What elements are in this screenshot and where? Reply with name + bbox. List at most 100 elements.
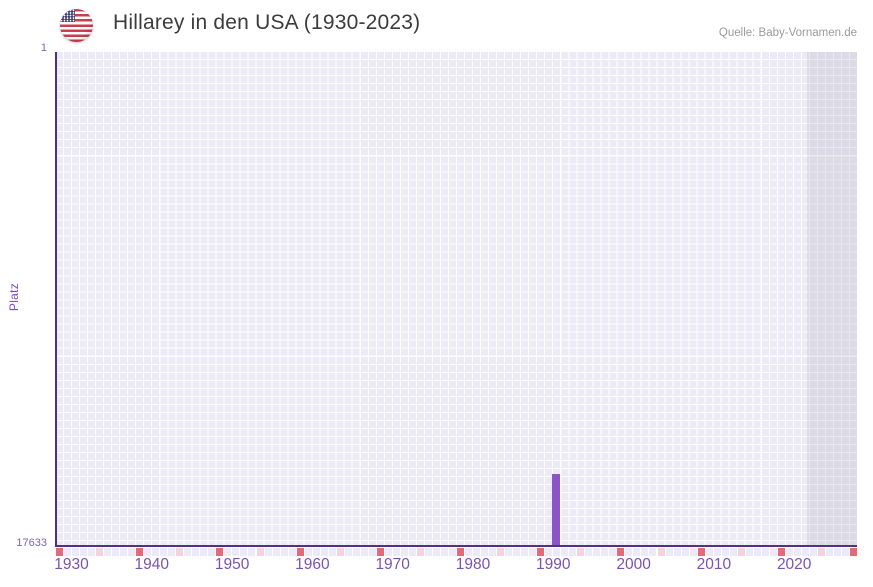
x-tick-label: 1930 xyxy=(54,556,89,573)
axis-marker-cell xyxy=(721,548,729,556)
axis-marker-cell xyxy=(448,548,456,556)
axis-marker-cell xyxy=(104,548,112,556)
axis-marker-cell xyxy=(392,548,400,556)
axis-marker-cell xyxy=(489,548,497,556)
axis-marker-cell xyxy=(280,548,288,556)
axis-marker-cell xyxy=(248,548,256,556)
axis-marker-red xyxy=(376,548,384,556)
y-axis-title-text: Platz xyxy=(7,282,21,312)
axis-marker-pink xyxy=(657,548,665,556)
x-tick-label: 1950 xyxy=(214,556,250,573)
axis-marker-cell xyxy=(144,548,152,556)
y-tick-bottom: 17633 xyxy=(16,537,47,549)
chart-title: Hillarey in den USA (1930-2023) xyxy=(113,11,421,34)
axis-marker-cell xyxy=(553,548,561,556)
axis-marker-red xyxy=(849,548,857,556)
future-shade-region xyxy=(807,52,857,545)
axis-marker-cell xyxy=(152,548,160,556)
axis-marker-cell xyxy=(609,548,617,556)
axis-marker-cell xyxy=(408,548,416,556)
axis-marker-cell xyxy=(64,548,72,556)
axis-marker-red xyxy=(617,548,625,556)
x-tick-label: 1990 xyxy=(536,556,571,573)
axis-marker-red xyxy=(697,548,705,556)
axis-marker-cell xyxy=(360,548,368,556)
axis-marker-cell xyxy=(80,548,88,556)
axis-marker-cell xyxy=(312,548,320,556)
axis-marker-cell xyxy=(649,548,657,556)
axis-marker-cell xyxy=(713,548,721,556)
axis-marker-cell xyxy=(184,548,192,556)
x-tick-label: 1970 xyxy=(375,556,410,573)
axis-marker-cell xyxy=(128,548,136,556)
axis-marker-red xyxy=(216,548,224,556)
axis-marker-cell xyxy=(545,548,553,556)
axis-marker-cell xyxy=(328,548,336,556)
axis-marker-cell xyxy=(288,548,296,556)
axis-marker-cell xyxy=(72,548,80,556)
axis-marker-cell xyxy=(240,548,248,556)
axis-marker-cell xyxy=(473,548,481,556)
axis-marker-cell xyxy=(400,548,408,556)
axis-marker-cell xyxy=(633,548,641,556)
axis-marker-cell xyxy=(729,548,737,556)
axis-marker-cell xyxy=(432,548,440,556)
axis-marker-pink xyxy=(176,548,184,556)
axis-marker-cell xyxy=(264,548,272,556)
axis-marker-cell xyxy=(224,548,232,556)
x-tick-label: 1940 xyxy=(134,556,170,573)
axis-marker-cell xyxy=(352,548,360,556)
axis-marker-pink xyxy=(497,548,505,556)
axis-marker-cell xyxy=(673,548,681,556)
y-axis-title: Platz xyxy=(0,267,28,327)
axis-marker-red xyxy=(296,548,304,556)
x-axis-marker-row xyxy=(56,548,857,556)
axis-marker-cell xyxy=(785,548,793,556)
axis-marker-cell xyxy=(505,548,513,556)
axis-marker-cell xyxy=(481,548,489,556)
x-tick-label: 2020 xyxy=(776,556,812,573)
axis-marker-cell xyxy=(120,548,128,556)
axis-marker-cell xyxy=(809,548,817,556)
axis-marker-cell xyxy=(793,548,801,556)
axis-marker-cell xyxy=(801,548,809,556)
axis-marker-pink xyxy=(96,548,104,556)
axis-marker-cell xyxy=(513,548,521,556)
axis-marker-pink xyxy=(416,548,424,556)
x-tick-label: 1980 xyxy=(455,556,491,573)
rank-bar xyxy=(551,474,560,545)
axis-marker-red xyxy=(56,548,63,556)
axis-marker-cell xyxy=(705,548,713,556)
axis-marker-red xyxy=(777,548,785,556)
flag-canton xyxy=(60,9,75,22)
x-tick-label: 2010 xyxy=(696,556,732,573)
axis-marker-cell xyxy=(593,548,601,556)
y-axis-line xyxy=(55,52,57,547)
axis-marker-cell xyxy=(769,548,777,556)
axis-marker-cell xyxy=(681,548,689,556)
axis-marker-cell xyxy=(112,548,120,556)
axis-marker-cell xyxy=(753,548,761,556)
axis-marker-cell xyxy=(320,548,328,556)
axis-marker-cell xyxy=(585,548,593,556)
axis-marker-pink xyxy=(577,548,585,556)
axis-marker-cell xyxy=(344,548,352,556)
axis-marker-cell xyxy=(168,548,176,556)
axis-marker-red xyxy=(537,548,545,556)
axis-marker-cell xyxy=(272,548,280,556)
axis-marker-cell xyxy=(641,548,649,556)
axis-marker-cell xyxy=(424,548,432,556)
x-tick-label: 2000 xyxy=(616,556,651,573)
axis-marker-cell xyxy=(745,548,753,556)
axis-marker-red xyxy=(457,548,464,556)
axis-marker-cell xyxy=(529,548,537,556)
axis-marker-cell xyxy=(368,548,376,556)
x-axis-line xyxy=(55,545,857,547)
source-label: Quelle: Baby-Vornamen.de xyxy=(718,27,857,39)
axis-marker-cell xyxy=(88,548,96,556)
axis-marker-cell xyxy=(601,548,609,556)
axis-marker-cell xyxy=(561,548,569,556)
axis-marker-cell xyxy=(208,548,216,556)
x-axis-tick-labels: 1930 1940 1950 1960 1970 1980 1990 2000 2010 2020 xyxy=(0,556,873,576)
axis-marker-pink xyxy=(737,548,745,556)
